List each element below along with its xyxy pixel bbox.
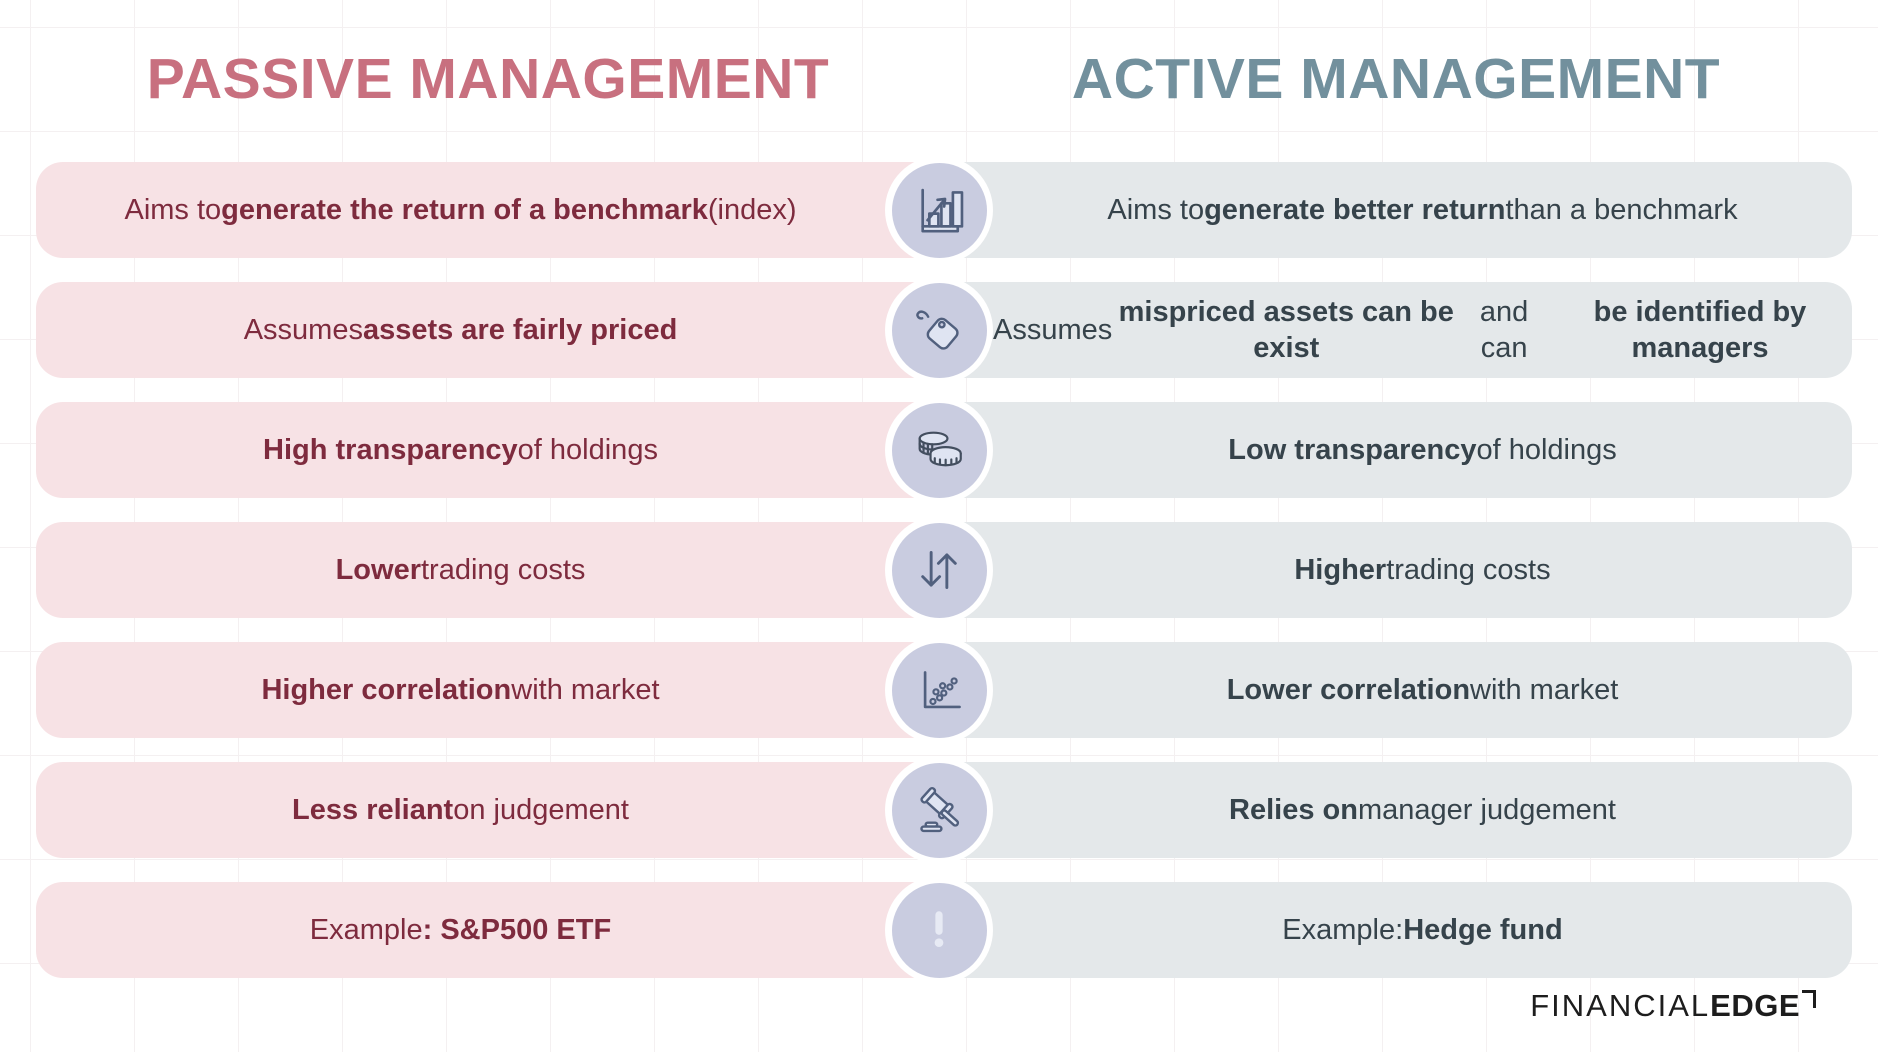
comparison-row: Lower trading costs Higher trading costs [36,516,1852,624]
coins-icon [891,402,987,498]
passive-row-text: Aims to generate the return of a benchma… [124,193,797,226]
row-icon-ring [885,636,993,744]
passive-row-text: Less reliant on judgement [292,793,629,826]
gavel-icon [891,762,987,858]
passive-row-text: Example: S&P500 ETF [309,913,612,946]
passive-row-band [36,162,976,258]
bar-chart-growth-icon [891,162,987,258]
active-row-band [916,282,1852,378]
brand-text-financial: FINANCIAL [1530,988,1711,1023]
active-row-band [916,642,1852,738]
row-icon-ring [885,756,993,864]
active-row-text: Higher trading costs [1294,553,1551,586]
active-row-text: Relies on manager judgement [1229,793,1616,826]
active-row-band [916,522,1852,618]
active-header: ACTIVE MANAGEMENT [1071,47,1721,111]
active-row-text: Low transparency of holdings [1228,433,1617,466]
comparison-row: Example: S&P500 ETF Example: Hedge fund [36,876,1852,984]
financial-edge-logo: FINANCIAL EDGE [1530,990,1816,1021]
active-row-band [916,882,1852,978]
passive-row-band [36,282,976,378]
comparison-row: Assumes assets are fairly priced Assumes… [36,276,1852,384]
row-icon-ring [885,276,993,384]
edge-corner-icon [1802,990,1816,1008]
active-row-text: Example: Hedge fund [1282,913,1563,946]
passive-row-band [36,762,976,858]
passive-row-band [36,522,976,618]
comparison-row: Less reliant on judgement Relies on mana… [36,756,1852,864]
active-row-text: Aims to generate better return than a be… [1107,193,1738,226]
active-row-band [916,162,1852,258]
row-icon-ring [885,396,993,504]
comparison-row: Higher correlation with market Lower cor… [36,636,1852,744]
passive-row-band [36,882,976,978]
passive-row-band [36,402,976,498]
exclamation-icon [891,882,987,978]
scatter-plot-icon [891,642,987,738]
passive-row-text: Higher correlation with market [261,673,660,706]
comparison-row: Aims to generate the return of a benchma… [36,156,1852,264]
comparison-row: High transparency of holdings Low transp… [36,396,1852,504]
active-row-band [916,402,1852,498]
active-row-text: Lower correlation with market [1226,673,1619,706]
rows: Aims to generate the return of a benchma… [36,156,1852,1002]
passive-header: PASSIVE MANAGEMENT [146,47,830,111]
passive-row-text: High transparency of holdings [263,433,658,466]
price-tag-icon [891,282,987,378]
passive-row-band [36,642,976,738]
active-row-text: Assumes mispriced assets can be exist an… [993,295,1807,364]
row-icon-ring [885,876,993,984]
passive-row-text: Assumes assets are fairly priced [243,313,678,346]
row-icon-ring [885,516,993,624]
row-icon-ring [885,156,993,264]
swap-arrows-icon [891,522,987,618]
brand-text-edge: EDGE [1710,988,1800,1023]
active-row-band [916,762,1852,858]
passive-row-text: Lower trading costs [335,553,586,586]
